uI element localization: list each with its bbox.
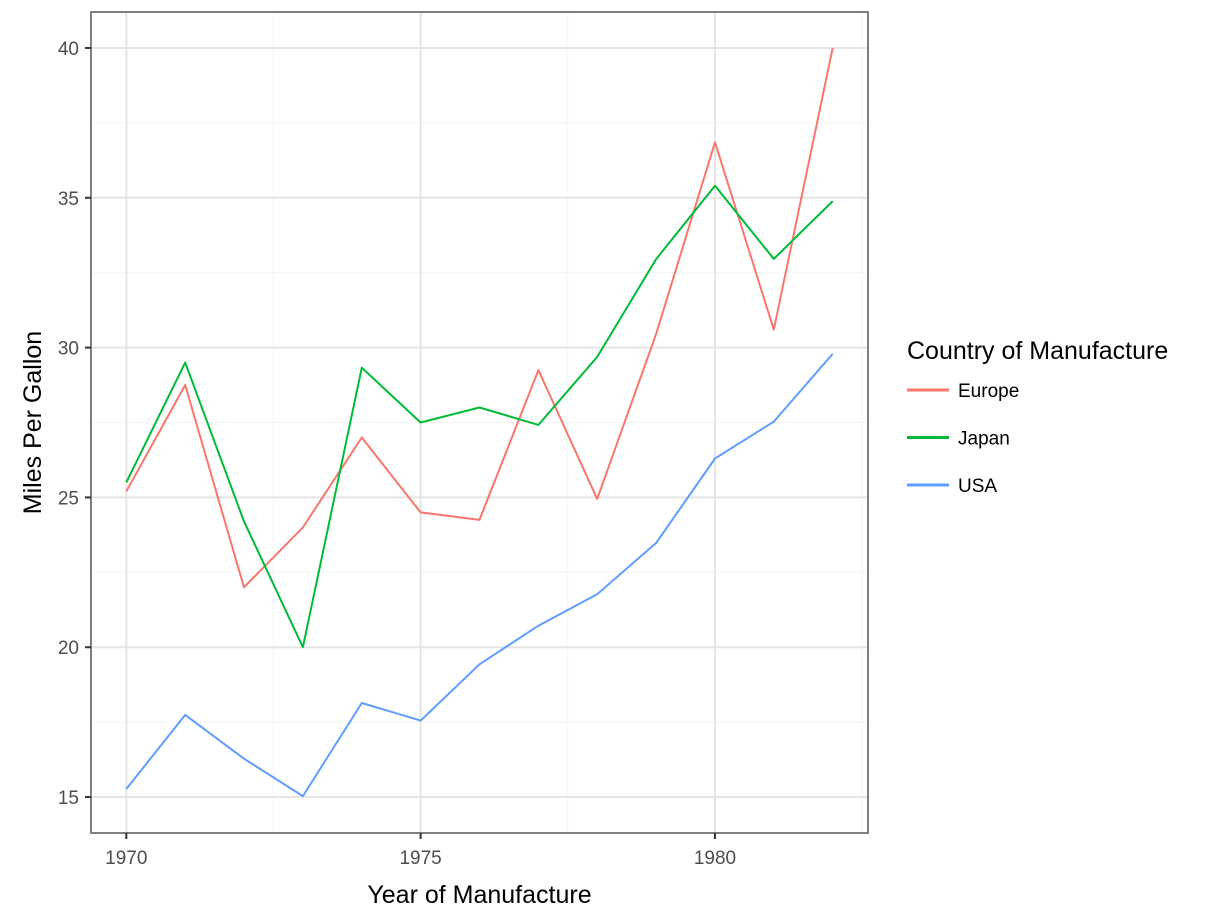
- major-gridlines: [91, 12, 868, 833]
- y-tick-label: 30: [58, 339, 79, 360]
- series-line-europe: [125, 47, 834, 589]
- y-tick-label: 25: [58, 488, 79, 509]
- x-tick-label: 1980: [694, 848, 736, 869]
- y-tick-label: 15: [58, 788, 79, 809]
- legend: Country of Manufacture Europe Japan USA: [907, 337, 1168, 497]
- y-tick-label: 35: [58, 189, 79, 210]
- minor-gridlines: [91, 12, 868, 833]
- y-axis-title: Miles Per Gallon: [19, 331, 47, 514]
- legend-title: Country of Manufacture: [907, 337, 1168, 365]
- legend-label-usa: USA: [958, 476, 997, 497]
- legend-label-europe: Europe: [958, 381, 1019, 402]
- x-axis-title: Year of Manufacture: [367, 881, 591, 909]
- x-tick-label: 1970: [105, 848, 147, 869]
- plot-panel-border: [90, 11, 869, 834]
- y-tick-label: 20: [58, 638, 79, 659]
- legend-items: Europe Japan USA: [907, 381, 1019, 497]
- y-axis-ticks: 15 20 25 30 35 40: [58, 39, 91, 809]
- legend-label-japan: Japan: [958, 429, 1010, 450]
- x-tick-label: 1975: [399, 848, 441, 869]
- series-line-usa: [125, 353, 834, 798]
- y-tick-label: 40: [58, 39, 79, 60]
- series-line-japan: [125, 184, 834, 649]
- series-lines: [125, 47, 834, 798]
- x-axis-ticks: 1970 1975 1980: [105, 833, 736, 869]
